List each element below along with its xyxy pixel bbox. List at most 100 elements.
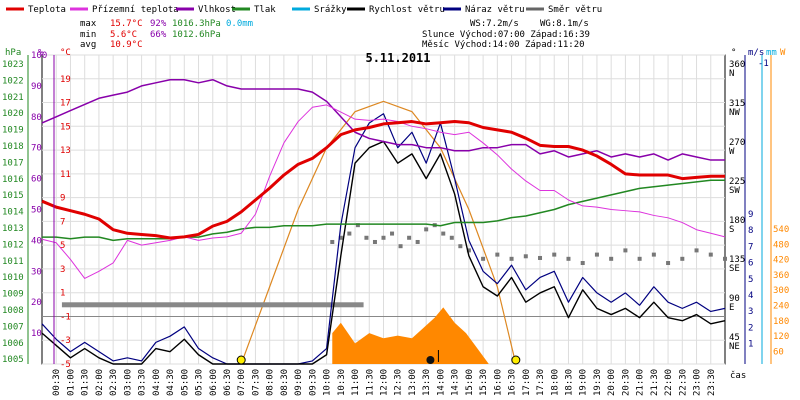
ground-temp-line	[41, 104, 726, 279]
dir-name: S	[729, 225, 734, 235]
c-tick: -3	[60, 336, 71, 346]
hpa-tick: 1007	[2, 322, 24, 332]
wind-dir-point	[552, 252, 557, 257]
ms-top-tick: -1	[758, 59, 769, 69]
wind-dir-point	[372, 239, 377, 244]
wind-dir-point	[523, 254, 528, 259]
pct-axis-label: %	[38, 48, 44, 58]
dir-name: NE	[729, 342, 740, 352]
stat-max-label: max	[80, 19, 97, 29]
wind-dir-point	[364, 235, 369, 240]
stat-moon: Měsíc Východ:14:00 Západ:11:20	[422, 40, 585, 50]
wind-dir-point	[538, 255, 543, 260]
ms-tick: 3	[748, 307, 753, 317]
time-tick: 01:30	[81, 369, 91, 396]
ms-tick: 5	[748, 275, 753, 285]
wind-dir-point	[666, 261, 671, 266]
time-tick: 05:00	[180, 369, 190, 396]
pct-tick: 10	[31, 329, 42, 339]
time-tick: 03:00	[123, 369, 133, 396]
hpa-tick: 1005	[2, 355, 24, 365]
legend-label: Srážky	[314, 5, 347, 15]
wind-dir-point	[637, 256, 642, 261]
time-axis-label: čas	[730, 370, 746, 381]
pct-tick: 40	[31, 236, 42, 246]
time-tick: 07:00	[237, 369, 247, 396]
legend-label: Přízemní teplota	[92, 5, 179, 15]
time-tick: 03:30	[138, 369, 148, 396]
time-tick: 01:00	[66, 369, 76, 396]
pct-tick: 50	[31, 206, 42, 216]
hpa-tick: 1006	[2, 339, 24, 349]
wind-dir-point	[509, 256, 514, 261]
stat-ws: WS:7.2m/s	[470, 19, 519, 29]
precip-band	[61, 302, 364, 308]
w-tick: 60	[773, 347, 784, 357]
wind-dir-point	[338, 235, 343, 240]
time-tick: 02:00	[95, 369, 105, 396]
hpa-tick: 1010	[2, 273, 24, 283]
wind-dir-point	[580, 261, 585, 266]
time-tick: 23:00	[693, 369, 703, 396]
time-tick: 23:30	[707, 369, 717, 396]
time-tick: 02:30	[109, 369, 119, 396]
hpa-tick: 1013	[2, 224, 24, 234]
hpa-tick: 1008	[2, 306, 24, 316]
legend-label: Směr větru	[548, 5, 602, 15]
time-tick: 15:00	[465, 369, 475, 396]
time-tick: 08:00	[266, 369, 276, 396]
time-tick: 22:00	[664, 369, 674, 396]
time-tick: 22:30	[678, 369, 688, 396]
dir-tick: 225	[729, 177, 745, 187]
dir-name: NW	[729, 108, 740, 118]
c-tick: -5	[60, 360, 71, 370]
humidity-line	[41, 78, 725, 161]
wind-dir-point	[623, 248, 628, 253]
wind-dir-point	[694, 248, 699, 253]
pressure-line	[42, 179, 725, 242]
legend-label: Vlhkost	[198, 5, 236, 15]
hpa-tick: 1020	[2, 109, 24, 119]
c-tick: 15	[60, 122, 71, 132]
wind-dir-point	[481, 256, 486, 261]
w-tick: 360	[773, 271, 789, 281]
time-tick: 06:00	[209, 369, 219, 396]
time-tick: 04:30	[166, 369, 176, 396]
hpa-tick: 1016	[2, 175, 24, 185]
wind-dir-point	[407, 235, 412, 240]
wind-dir-point	[723, 256, 727, 261]
time-tick: 14:00	[436, 369, 446, 396]
hpa-tick: 1009	[2, 290, 24, 300]
stat-min-press: 1012.6hPa	[172, 30, 221, 40]
pct-tick: 80	[31, 113, 42, 123]
time-tick: 17:00	[522, 369, 532, 396]
wind-dir-point	[680, 256, 685, 261]
stat-precip: 0.0mm	[226, 19, 253, 29]
wind-dir-point	[398, 244, 403, 249]
time-tick: 20:00	[607, 369, 617, 396]
pct-tick: 70	[31, 144, 42, 154]
hpa-tick: 1022	[2, 76, 24, 86]
dir-tick: 45	[729, 333, 740, 343]
dir-tick: 270	[729, 138, 745, 148]
ms-tick: 2	[748, 323, 753, 333]
time-tick: 13:30	[422, 369, 432, 396]
time-tick: 21:00	[636, 369, 646, 396]
c-tick: -1	[60, 312, 71, 322]
time-tick: 16:00	[493, 369, 503, 396]
pct-tick: 90	[31, 82, 42, 92]
stat-max-temp: 15.7°C	[110, 19, 143, 29]
wind-dir-point	[390, 231, 395, 236]
dir-tick: 180	[729, 216, 745, 226]
time-tick: 13:00	[408, 369, 418, 396]
c-tick: 17	[60, 99, 71, 109]
legend-label: Rychlost větru	[369, 5, 445, 15]
dir-name: SE	[729, 264, 740, 274]
ms-axis-label: m/s	[748, 48, 764, 58]
stat-sun: Slunce Východ:07:00 Západ:16:39	[422, 30, 590, 40]
legend-label: Teplota	[28, 5, 66, 15]
time-tick: 14:30	[451, 369, 461, 396]
w-tick: 480	[773, 240, 789, 250]
time-tick: 17:30	[536, 369, 546, 396]
hpa-tick: 1017	[2, 158, 24, 168]
